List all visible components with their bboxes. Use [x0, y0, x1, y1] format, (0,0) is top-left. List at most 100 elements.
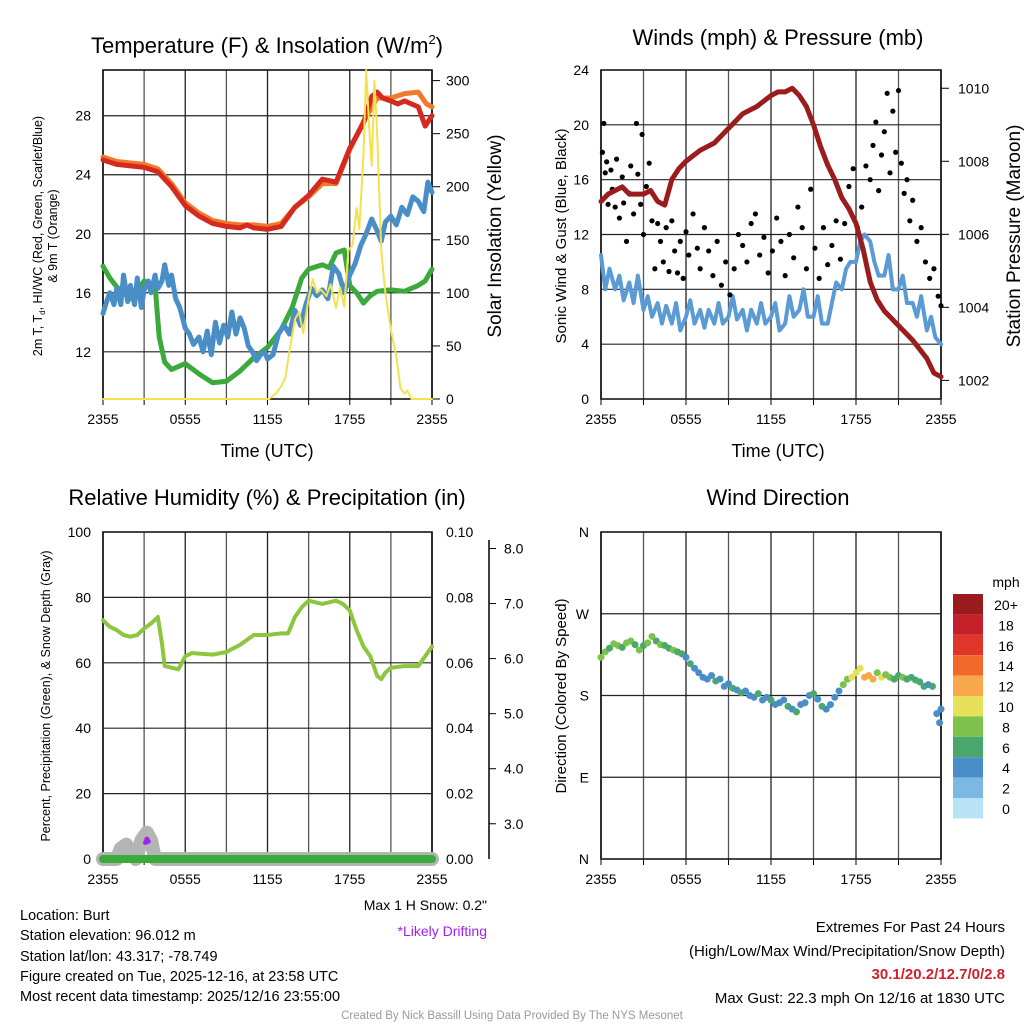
gust-point [927, 275, 933, 281]
colorbar-label: 2 [1002, 781, 1010, 797]
x-tick-label: 1755 [334, 411, 365, 427]
gust-point [842, 220, 848, 227]
colorbar-label: 8 [1002, 719, 1010, 735]
wind-direction-ylabel: Direction (Colored By Speed) [553, 598, 570, 793]
extremes-values: 30.1/20.2/12.7/0/2.8 [871, 966, 1005, 983]
pressure-line [598, 85, 944, 380]
gust-point [786, 231, 793, 238]
gust-point [859, 204, 865, 210]
wind-direction-point [716, 675, 724, 683]
y-tick-label: 8 [581, 281, 589, 297]
gust-point [706, 248, 712, 254]
colorbar-swatch [953, 655, 983, 676]
x-tick-label: 0555 [670, 411, 701, 427]
gust-point [846, 183, 852, 190]
colorbar-swatch [953, 777, 983, 798]
wind-direction-point [827, 701, 834, 709]
wind-direction-point [597, 653, 605, 661]
created-text: Figure created on Tue, 2025-12-16, at 23… [20, 968, 339, 985]
gust-point [907, 218, 913, 224]
gust-point [850, 166, 856, 172]
x-tick-label: 0555 [170, 411, 201, 427]
gust-point [873, 119, 879, 125]
y-right-tick-label: 200 [446, 179, 470, 195]
gust-point [613, 156, 620, 162]
gust-point [672, 248, 678, 254]
x-tick-label: 2355 [585, 411, 616, 427]
x-tick-label: 1155 [252, 871, 282, 887]
gust-point [904, 177, 910, 183]
gust-point [898, 160, 904, 166]
wind-direction-point [742, 687, 749, 695]
station-info: Location: Burt Station elevation: 96.012… [20, 906, 340, 1007]
max-gust-text: Max Gust: 22.3 mph On 12/16 at 1830 UTC [714, 989, 1005, 1007]
y-tick-label: 16 [573, 172, 589, 188]
y-tick-label: N [579, 851, 589, 867]
x-tick-label: 0555 [170, 871, 201, 887]
y-right-tick-label: 0.06 [446, 655, 473, 671]
gust-point [837, 256, 844, 262]
colorbar-label: 18 [998, 617, 1014, 633]
gust-point [674, 270, 681, 276]
wind-direction-point [848, 673, 856, 681]
x-tick-label: 2355 [87, 411, 118, 427]
y-right-tick-label: 300 [446, 73, 470, 89]
wind-direction-point [822, 705, 830, 713]
extremes-title: Extremes For Past 24 Hours [815, 919, 1005, 936]
gust-point [640, 231, 647, 238]
y-tick-label: 24 [75, 167, 91, 183]
gust-point [799, 225, 805, 231]
colorbar-label: 14 [998, 658, 1014, 674]
y-right-tick-label: 0.10 [446, 524, 473, 540]
wind-direction-point [810, 690, 817, 698]
gust-point [652, 266, 658, 272]
wind-direction-panel: Wind Direction Direction (Colored By Spe… [553, 485, 1020, 887]
colorbar-swatch [953, 696, 983, 717]
wind-direction-point [635, 646, 643, 654]
gust-point [820, 225, 827, 231]
pressure-ylabel: Station Pressure (Maroon) [1004, 125, 1024, 348]
gust-point [660, 259, 666, 265]
x-tick-label: 1155 [756, 871, 786, 887]
y-right-tick-label: 1006 [958, 226, 989, 242]
humidity-ylabel: Percent, Precipitation (Green), & Snow D… [39, 550, 53, 841]
gust-point [870, 142, 876, 148]
x-tick-label: 1155 [252, 411, 282, 427]
wind-direction-panel-title: Wind Direction [706, 485, 849, 510]
wind-direction-point [839, 681, 847, 689]
gust-point [791, 255, 797, 261]
extremes-box: Extremes For Past 24 Hours (High/Low/Max… [689, 916, 1005, 1010]
gust-point [616, 215, 623, 221]
gust-point [887, 170, 893, 176]
snow-tick-label: 4.0 [504, 761, 524, 777]
gust-point [655, 220, 661, 227]
wind-direction-point [606, 644, 613, 652]
gust-point [876, 188, 882, 194]
gust-point [803, 266, 810, 272]
gust-point [731, 266, 737, 272]
gust-point [619, 174, 625, 180]
gust-point [914, 238, 920, 244]
colorbar-swatch [953, 736, 983, 758]
y-tick-label: 40 [75, 720, 91, 736]
gust-point [893, 149, 899, 155]
gust-point [657, 238, 664, 244]
gust-point [623, 238, 630, 244]
gust-point [602, 170, 608, 176]
gust-point [881, 129, 887, 135]
series-wind-chill-line [100, 179, 435, 364]
colorbar-swatch [953, 614, 983, 635]
wind-direction-point [793, 708, 800, 716]
x-tick-label: 2355 [416, 411, 447, 427]
gust-point [649, 218, 655, 224]
gust-point [701, 225, 708, 231]
x-tick-label: 0555 [670, 871, 701, 887]
x-tick-label: 2355 [416, 871, 447, 887]
y-tick-label: S [580, 688, 589, 704]
wind-direction-point [929, 682, 936, 690]
gust-point [680, 275, 686, 281]
gust-point [638, 201, 644, 207]
wind-direction-point [648, 632, 656, 640]
y-right-tick-label: 150 [446, 232, 470, 248]
